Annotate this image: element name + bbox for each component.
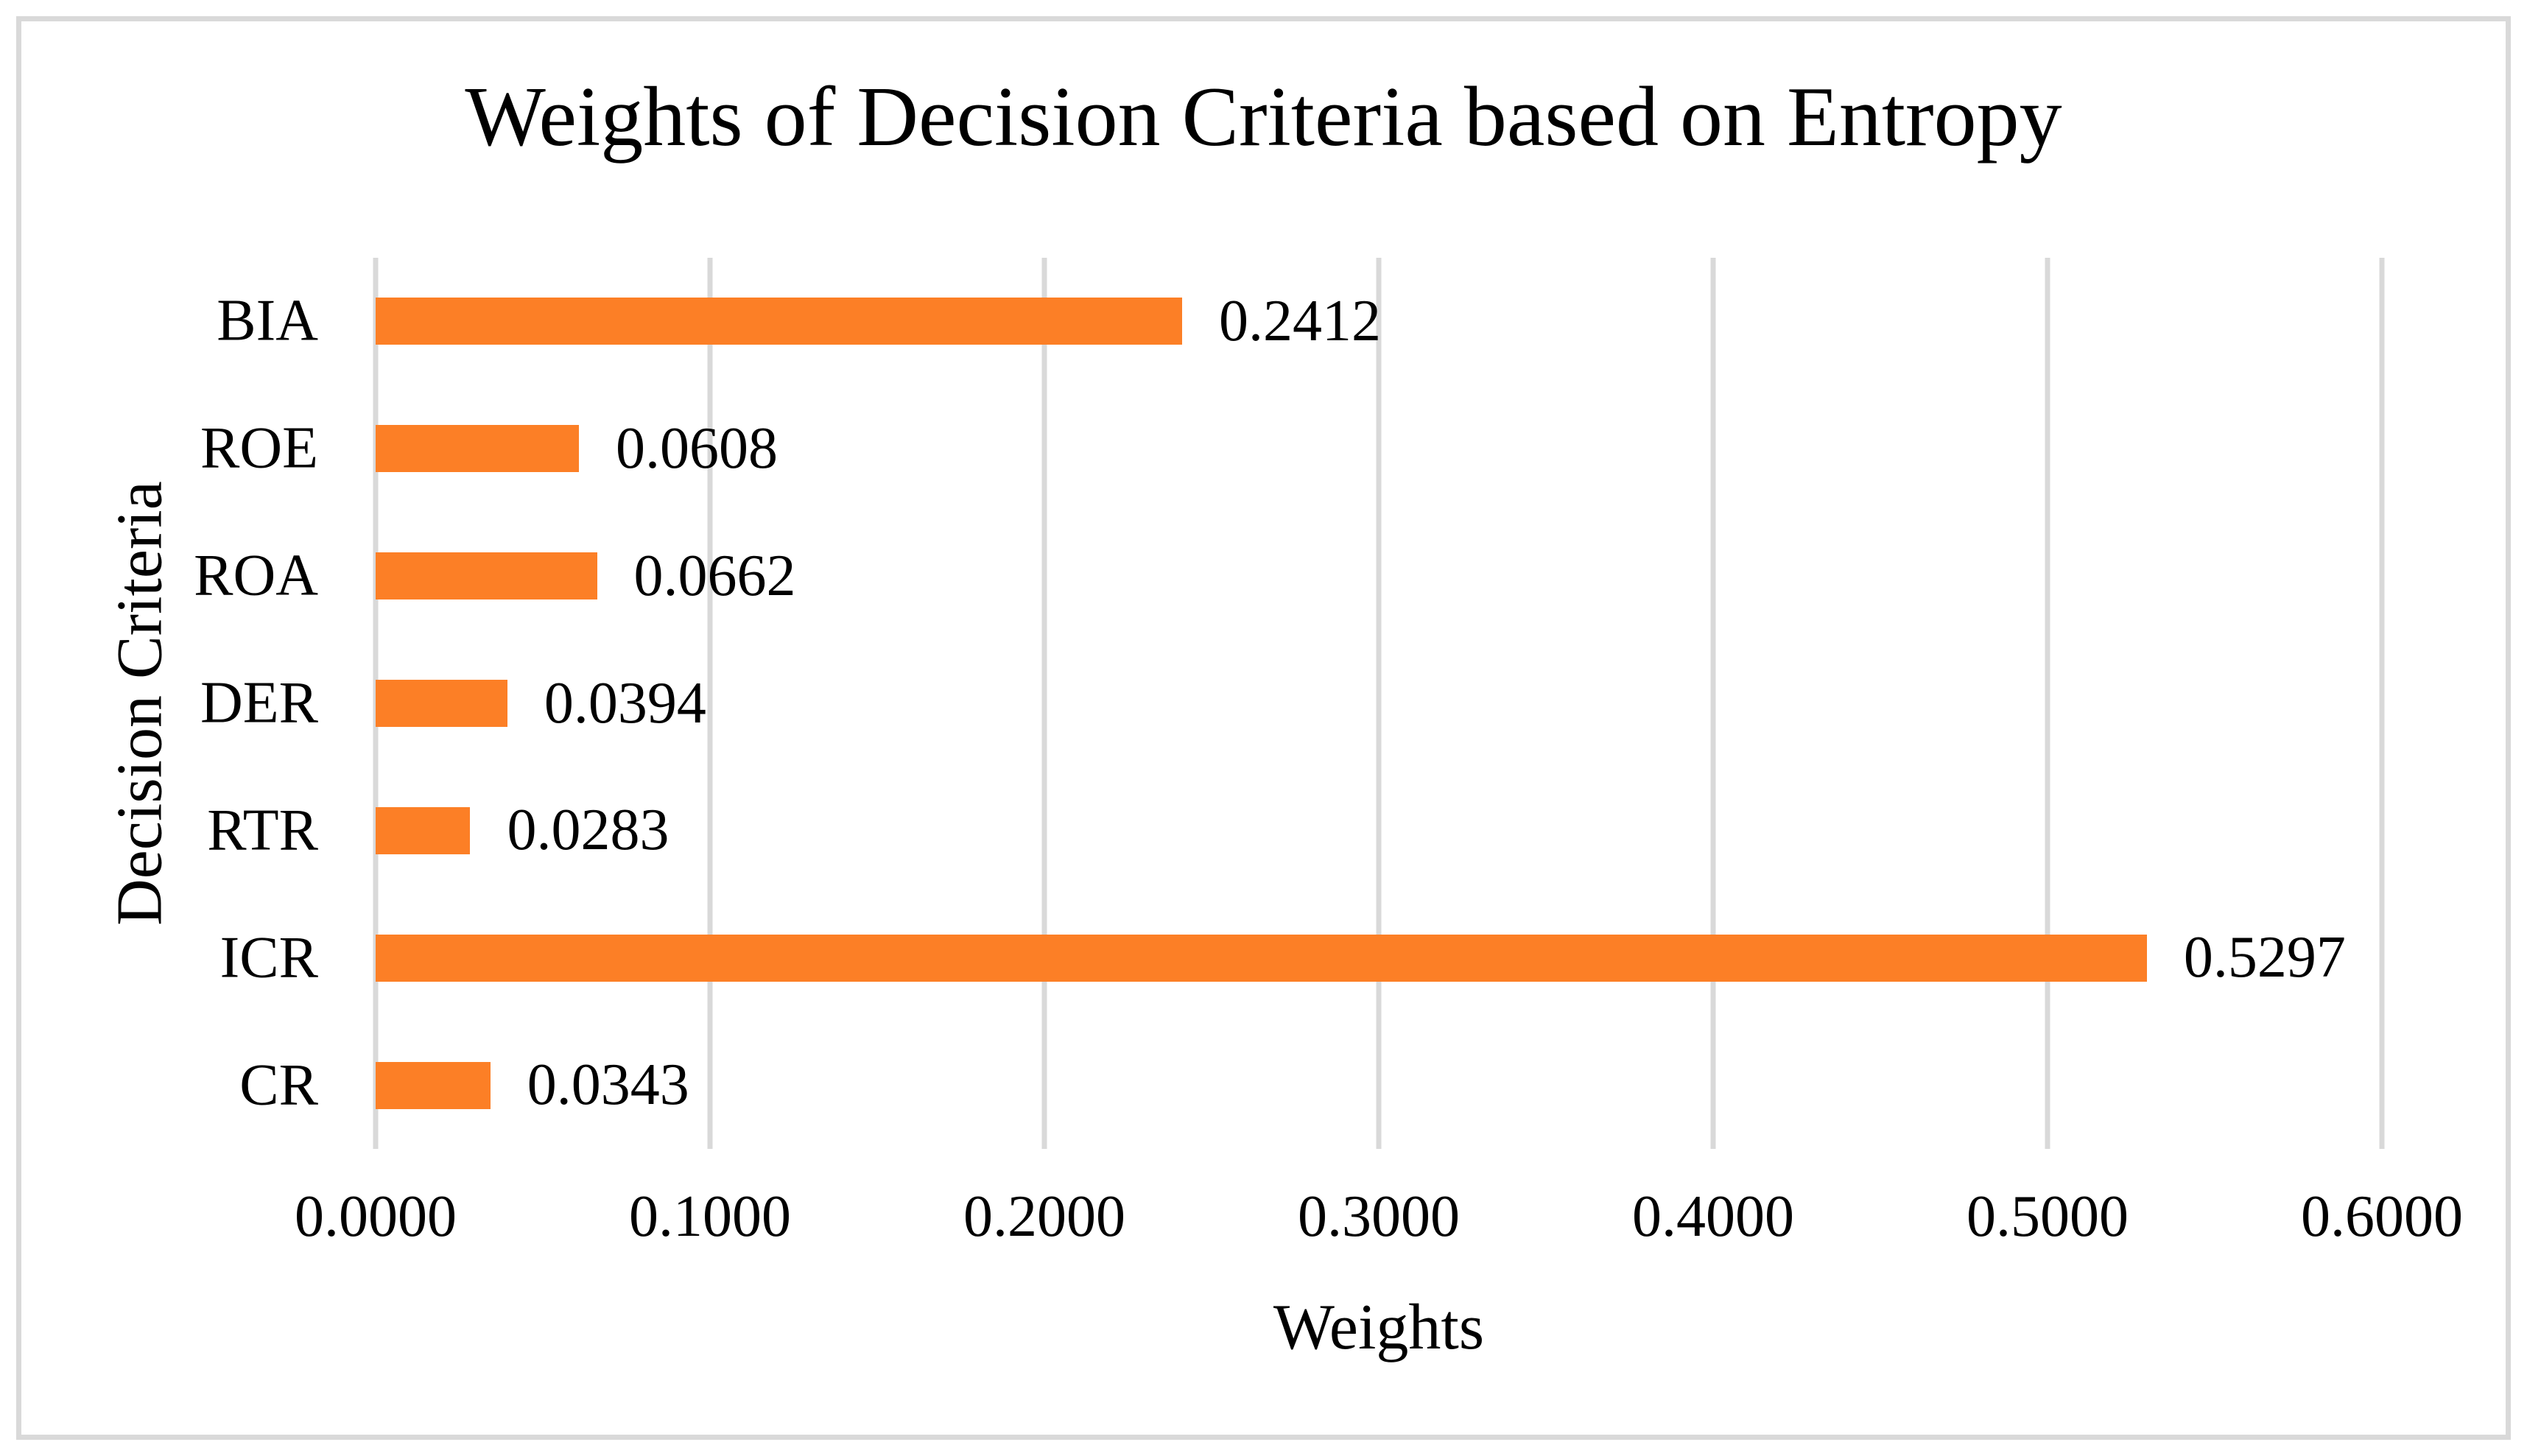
value-label: 0.5297	[2183, 925, 2346, 991]
bar-der	[376, 680, 507, 727]
gridline	[2045, 258, 2050, 1149]
bar-bia	[376, 298, 1183, 345]
bar-roe	[376, 425, 580, 473]
bar-row-rtr: RTR 0.0283	[207, 767, 2382, 894]
x-tick-label: 0.1000	[629, 1184, 791, 1249]
gridline	[1041, 258, 1047, 1149]
category-label: ROA	[194, 543, 318, 608]
x-tick-label: 0.5000	[1967, 1184, 2129, 1249]
category-label: ICR	[219, 925, 318, 991]
x-axis-title: Weights	[1273, 1292, 1485, 1363]
bar-row-icr: ICR 0.5297	[220, 894, 2382, 1021]
y-axis-title: Decision Criteria	[104, 481, 176, 926]
bar-cr	[376, 1061, 491, 1109]
gridline	[2379, 258, 2385, 1149]
figure-border	[16, 16, 2511, 1440]
bar-rtr	[376, 806, 471, 854]
value-label: 0.0394	[544, 670, 706, 736]
category-label: CR	[239, 1052, 318, 1118]
value-label: 0.0343	[527, 1052, 689, 1118]
bars-layer: BIA 0.2412 ROE 0.0608 ROA 0.0662 DER 0.0394 RTR 0…	[194, 258, 2382, 1149]
plot-area: BIA 0.2412 ROE 0.0608 ROA 0.0662 DER 0.0394 RTR 0…	[194, 258, 2385, 1149]
category-label: ROE	[200, 415, 318, 481]
bar-roa	[376, 552, 597, 600]
bar-row-roe: ROE 0.0608	[200, 385, 2382, 513]
gridline	[707, 258, 713, 1149]
x-axis-ticks: 0.0000 0.1000 0.2000 0.3000 0.4000 0.5000 0.60…	[295, 1180, 2463, 1253]
x-tick-label: 0.6000	[2301, 1184, 2463, 1249]
gridline	[1376, 258, 1382, 1149]
value-label: 0.0283	[507, 798, 669, 863]
bar-icr	[376, 934, 2147, 982]
value-label: 0.0662	[633, 543, 796, 608]
bar-row-roa: ROA 0.0662	[194, 513, 2382, 640]
value-label: 0.2412	[1219, 288, 1382, 354]
bar-row-cr: CR 0.0343	[239, 1021, 2382, 1149]
category-label: RTR	[207, 798, 318, 863]
x-tick-label: 0.2000	[963, 1184, 1125, 1249]
value-label: 0.0608	[616, 415, 779, 481]
x-tick-label: 0.4000	[1632, 1184, 1794, 1249]
x-tick-label: 0.0000	[295, 1184, 457, 1249]
bar-row-bia: BIA 0.2412	[217, 258, 2382, 385]
x-tick-label: 0.3000	[1298, 1184, 1460, 1249]
category-label: BIA	[217, 288, 318, 354]
chart-title: Weights of Decision Criteria based on En…	[465, 70, 2062, 164]
bar-row-der: DER 0.0394	[200, 640, 2382, 767]
category-label: DER	[200, 670, 318, 736]
gridline	[1710, 258, 1716, 1149]
